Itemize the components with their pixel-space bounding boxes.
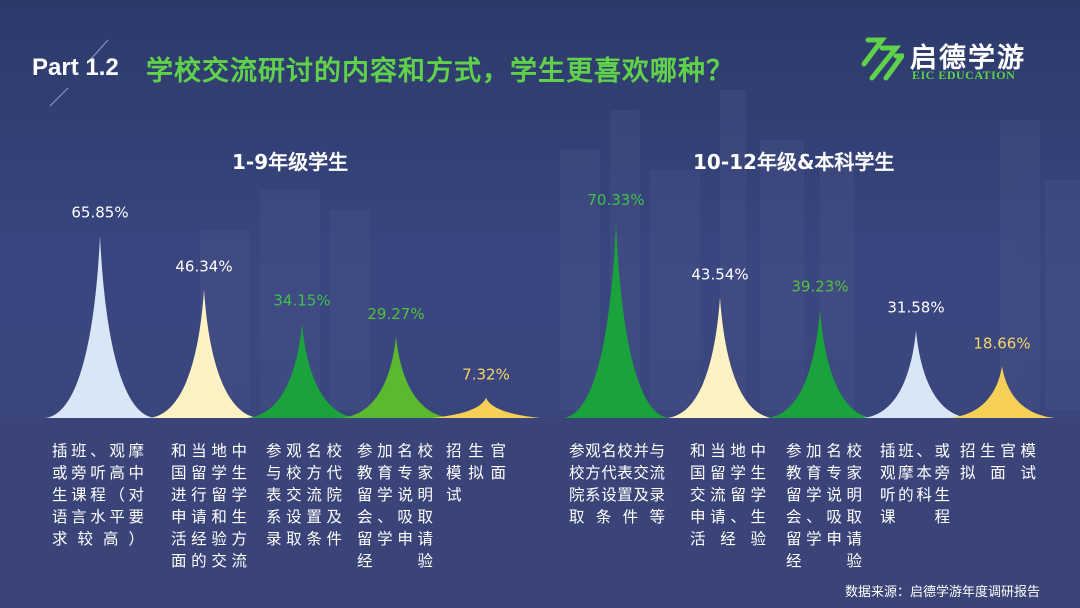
bar-0-2 xyxy=(247,323,357,418)
bar-1-3 xyxy=(863,330,969,418)
data-label-1-1: 43.54% xyxy=(691,265,748,283)
data-label-0-2: 34.15% xyxy=(273,291,330,309)
logo-name: 启德学游 xyxy=(910,43,1026,74)
category-label-0-3: 参加名校教育专家留学说明会、吸取留学申请经验 xyxy=(357,442,433,570)
bar-1-1 xyxy=(667,297,773,418)
category-label-0-4: 招生官模拟面试 xyxy=(446,442,506,504)
data-label-1-4: 18.66% xyxy=(973,334,1030,352)
logo-mark-icon xyxy=(861,37,904,81)
data-label-0-1: 46.34% xyxy=(175,258,232,276)
chart-title-left: 1-9年级学生 xyxy=(232,150,349,174)
category-label-1-2: 参加名校教育专家留学说明会、吸取留学申请经验 xyxy=(786,442,862,570)
bar-0-0 xyxy=(45,235,155,418)
data-label-1-0: 70.33% xyxy=(587,191,644,209)
brand-logo: 启德学游 EIC EDUCATION xyxy=(858,34,1058,84)
data-label-0-3: 29.27% xyxy=(367,305,424,323)
bar-1-4 xyxy=(949,366,1055,418)
part-label: Part 1.2 xyxy=(32,54,119,81)
bar-0-3 xyxy=(341,336,451,418)
bar-1-0 xyxy=(563,223,669,418)
bar-0-4 xyxy=(431,397,541,418)
category-label-0-0: 插班、观摩或旁听高中生课程（对语言水平要求较高） xyxy=(52,442,144,548)
category-label-1-3: 插班、或观摩本旁听的科生课程 xyxy=(880,442,950,526)
category-label-1-0: 参观名校并与校方代表交流院系设置及录取条件等 xyxy=(569,442,665,526)
data-label-0-4: 7.32% xyxy=(462,366,510,384)
data-label-0-0: 65.85% xyxy=(71,204,128,222)
bar-1-2 xyxy=(767,309,873,418)
data-source: 数据来源：启德学游年度调研报告 xyxy=(844,585,1040,600)
data-label-1-3: 31.58% xyxy=(887,299,944,317)
chart-title-right: 10-12年级&本科学生 xyxy=(693,150,895,174)
category-label-1-4: 招生官模拟面试 xyxy=(960,442,1036,482)
category-label-0-1: 和当地中国留学生进行留学申请和生活经验方面的交流 xyxy=(171,442,247,570)
bar-0-1 xyxy=(149,289,259,418)
decorative-slash xyxy=(49,39,109,107)
page-title: 学校交流研讨的内容和方式，学生更喜欢哪种？ xyxy=(146,56,734,87)
data-label-1-2: 39.23% xyxy=(791,277,848,295)
category-label-1-1: 和当地中国留学生交流留学申请、生活经验 xyxy=(690,442,766,548)
category-label-0-2: 参观名校与校方代表交流院系设置及录取条件 xyxy=(266,442,342,548)
logo-subtitle: EIC EDUCATION xyxy=(912,68,1016,82)
